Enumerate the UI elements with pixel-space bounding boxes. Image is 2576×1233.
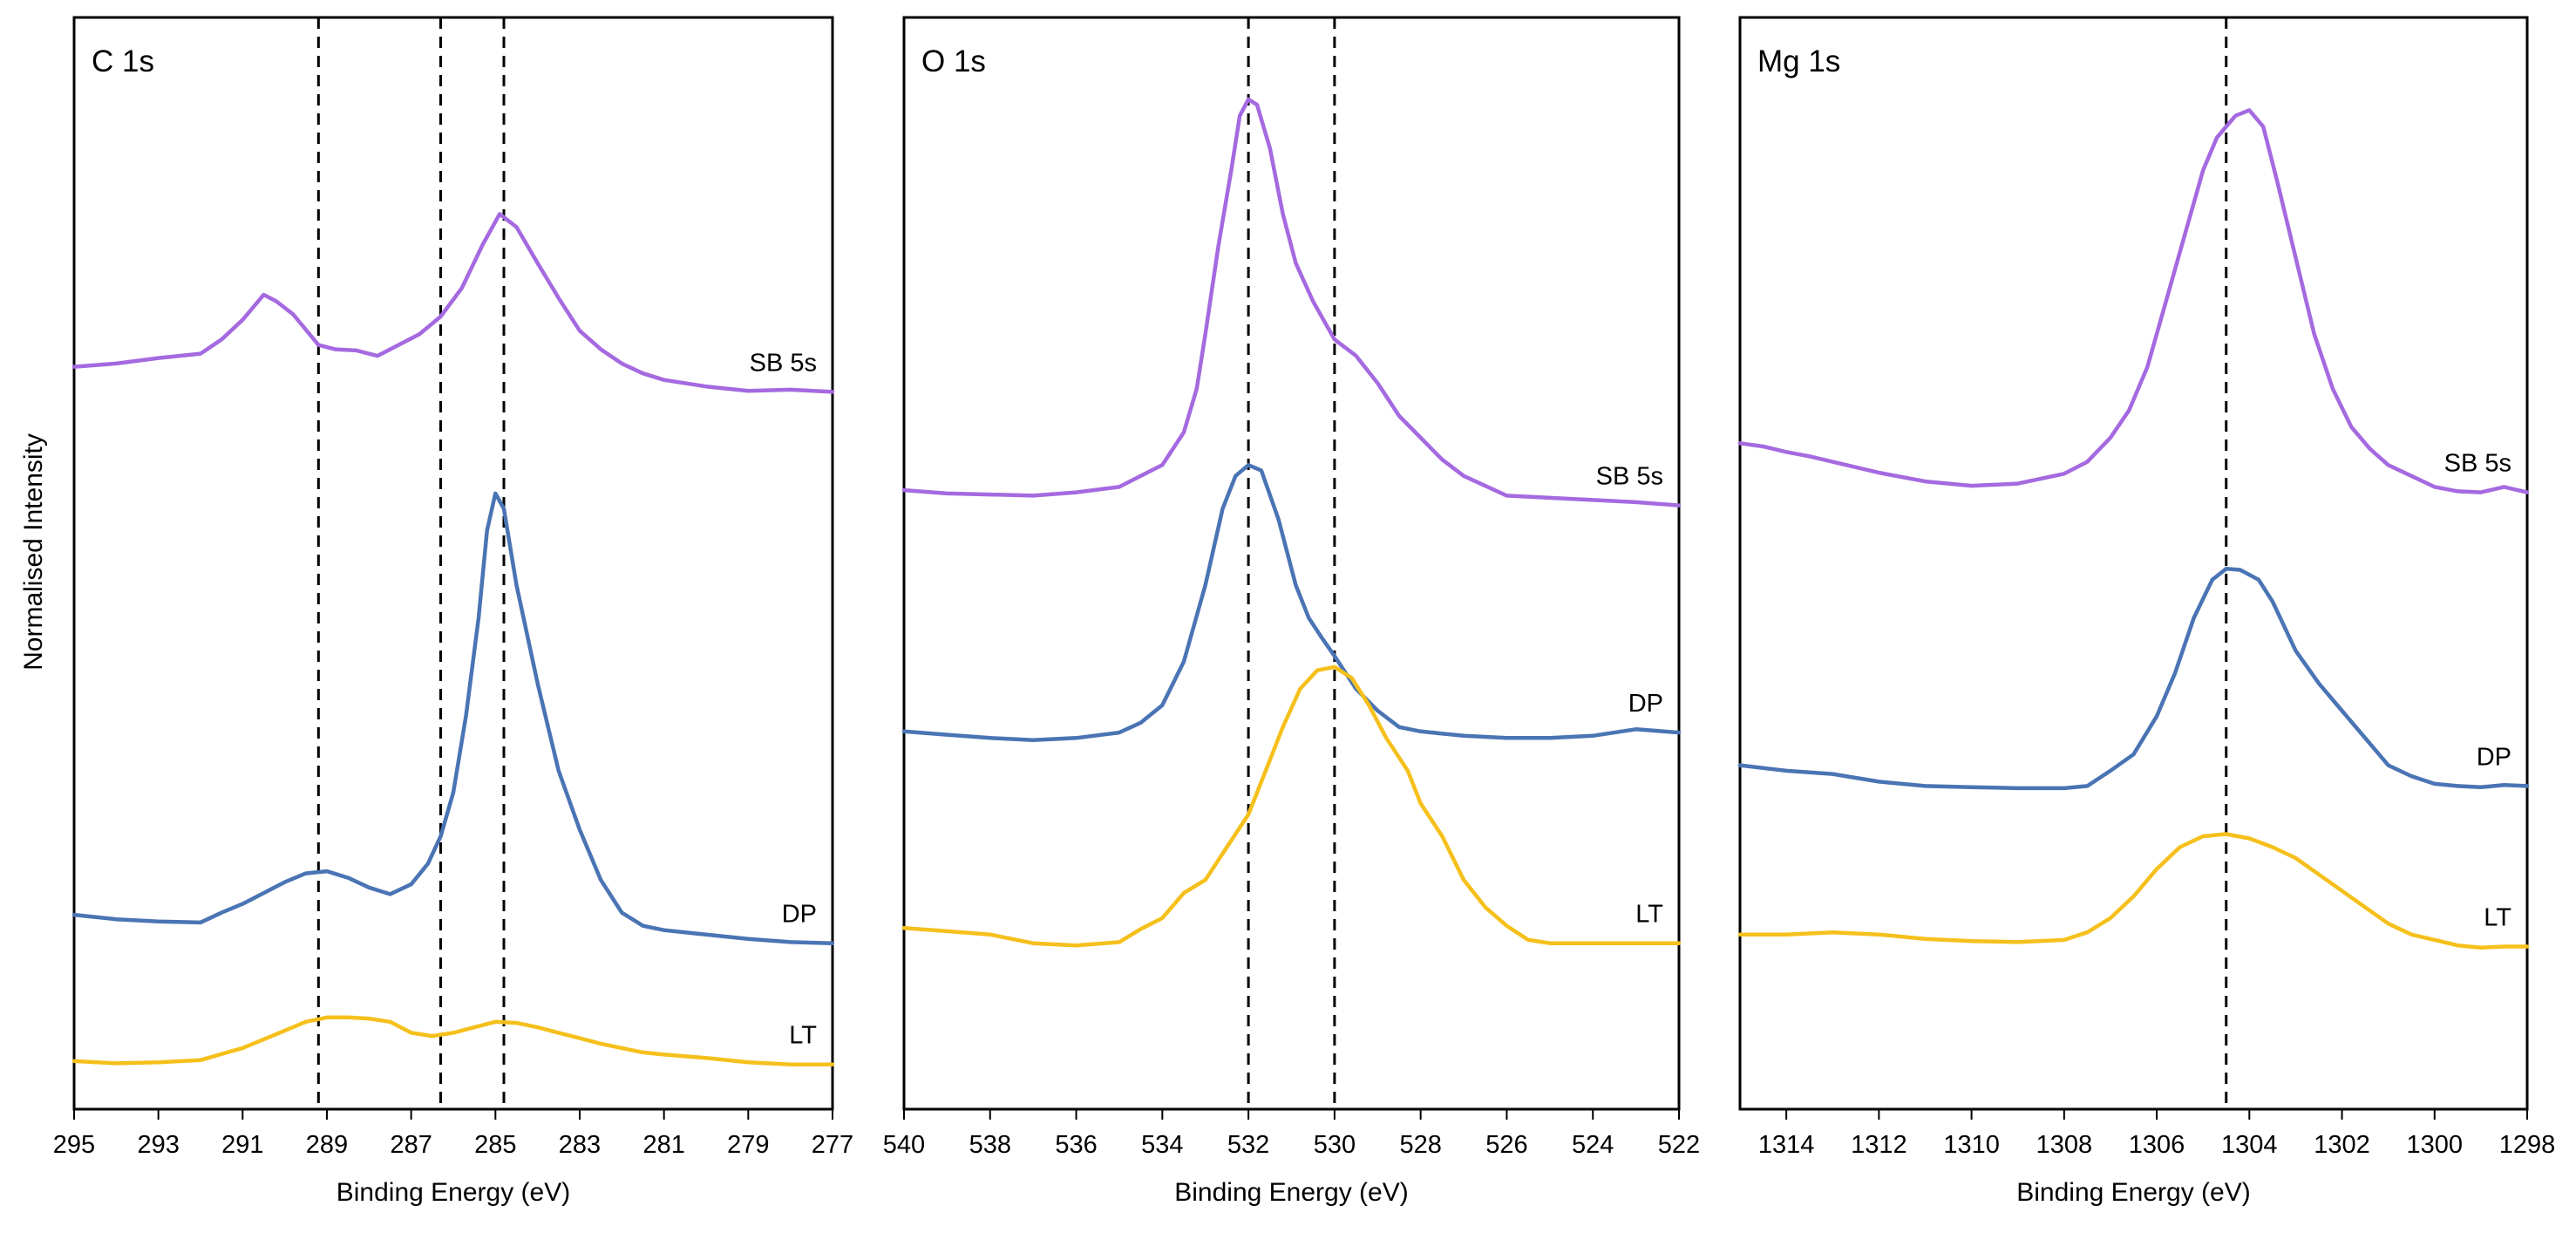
x-tick-label: 1312 [1851,1131,1907,1159]
x-tick-label: 1304 [2221,1131,2278,1159]
x-tick-label: 277 [812,1131,853,1159]
y-axis-label: Normalised Intensity [19,433,48,671]
x-tick-label: 1302 [2314,1131,2370,1159]
series-line-sb-5s [71,212,835,394]
x-tick-label: 1306 [2129,1131,2185,1159]
series-line-dp [1737,567,2530,791]
series-label-sb-5s: SB 5s [2444,450,2511,478]
x-tick-label: 285 [474,1131,516,1159]
x-tick-label: 295 [53,1131,95,1159]
series-line-lt [1737,832,2530,950]
x-tick-label: 283 [559,1131,601,1159]
x-tick-label: 1298 [2499,1131,2556,1159]
x-tick-label: 291 [221,1131,263,1159]
series-line-dp [71,491,835,945]
series-label-lt: LT [2484,903,2511,931]
x-axis-label: Binding Energy (eV) [2016,1178,2250,1207]
series-line-dp [901,463,1682,743]
panel-c-1s: 295 293 291 289 287 285 283 281 279 277 SB 5s DP LT C… [53,16,853,1207]
panels: 295 293 291 289 287 285 283 281 279 277 SB 5s DP LT C… [53,16,2556,1207]
x-tick-label: 526 [1485,1131,1527,1159]
series-label-lt: LT [789,1022,817,1050]
x-tick-label: 540 [883,1131,925,1159]
series-label-sb-5s: SB 5s [1596,463,1663,491]
series-label-dp: DP [782,901,817,929]
x-axis-label: Binding Energy (eV) [1174,1178,1408,1207]
x-tick-label: 287 [390,1131,432,1159]
series-line-sb-5s [1737,108,2530,494]
x-tick-label: 1310 [1943,1131,2000,1159]
panel-title: Mg 1s [1757,44,1840,78]
plot-frame [1738,16,2529,1111]
x-tick-label: 1308 [2036,1131,2093,1159]
series-label-dp: DP [1628,690,1663,718]
panel-title: O 1s [921,44,986,78]
x-tick-label: 528 [1399,1131,1441,1159]
x-tick-label: 538 [969,1131,1011,1159]
x-tick-label: 289 [306,1131,348,1159]
panel-o-1s: 540 538 536 534 532 530 528 526 524 522 SB 5s DP LT O… [883,16,1700,1207]
series-label-sb-5s: SB 5s [750,349,817,377]
x-tick-label: 536 [1055,1131,1097,1159]
x-tick-label: 534 [1141,1131,1183,1159]
plot-frame [72,16,834,1111]
x-tick-label: 293 [137,1131,179,1159]
x-tick-label: 281 [642,1131,684,1159]
x-tick-label: 532 [1227,1131,1269,1159]
x-tick-label: 524 [1572,1131,1614,1159]
plot-frame [902,16,1681,1111]
series-line-lt [71,1015,835,1066]
x-tick-label: 530 [1314,1131,1356,1159]
x-tick-label: 1300 [2407,1131,2464,1159]
x-axis-label: Binding Energy (eV) [336,1178,570,1207]
x-tick-label: 1314 [1758,1131,1815,1159]
x-tick-label: 279 [727,1131,769,1159]
series-line-lt [901,664,1682,948]
series-label-dp: DP [2477,743,2511,771]
x-tick-label: 522 [1658,1131,1700,1159]
panel-title: C 1s [92,44,154,78]
series-line-sb-5s [901,97,1682,508]
panel-mg-1s: 1314 1312 1310 1308 1306 1304 1302 1300 1298 SB 5… [1737,16,2556,1207]
series-label-lt: LT [1635,901,1663,929]
